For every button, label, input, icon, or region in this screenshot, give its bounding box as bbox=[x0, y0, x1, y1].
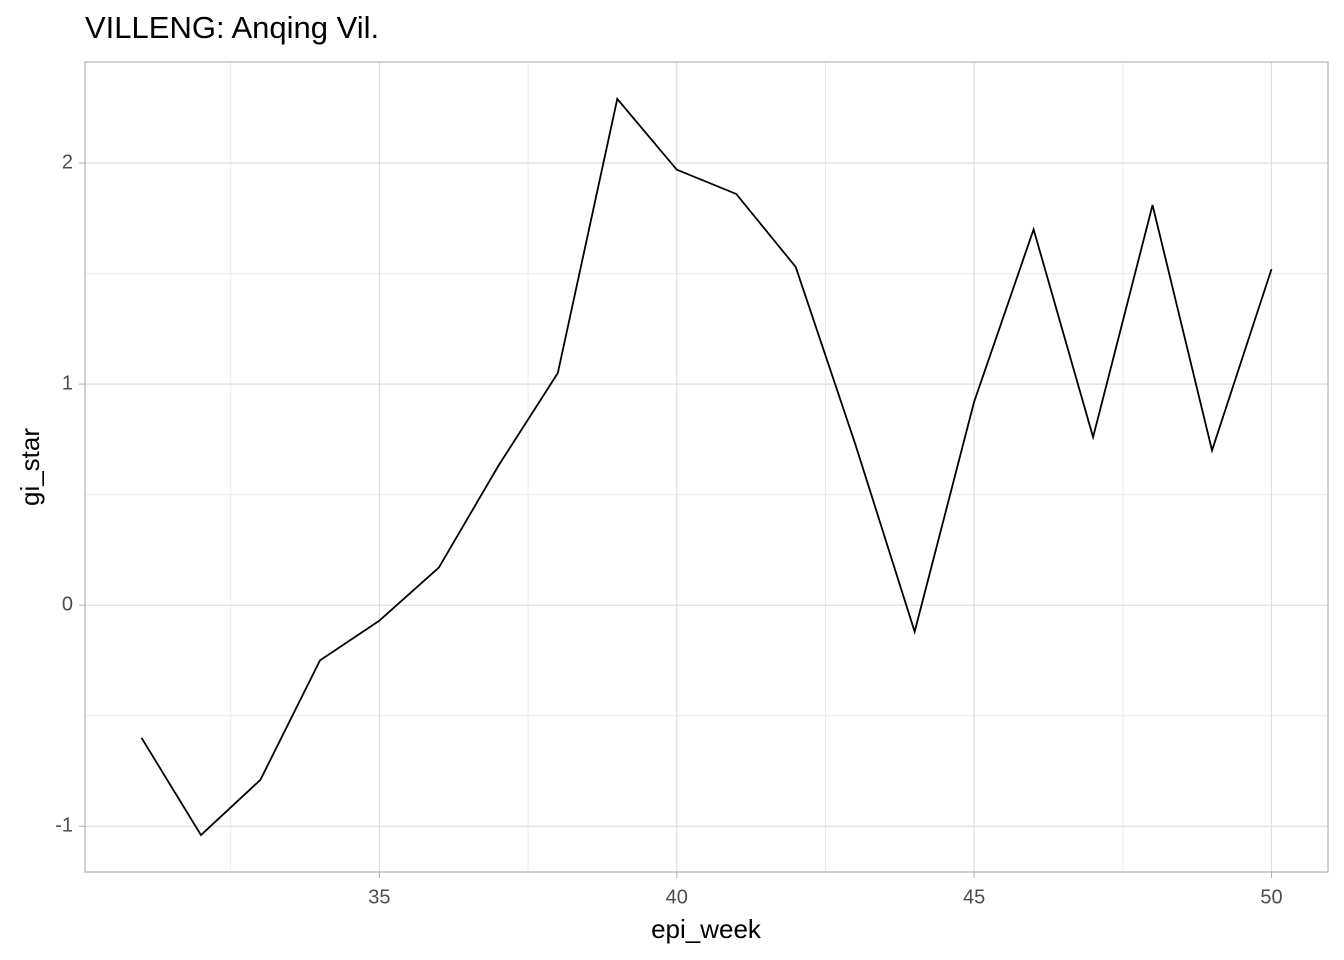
panel-border bbox=[84, 61, 1329, 873]
line bbox=[140, 96, 1273, 837]
x-tick-label: 40 bbox=[666, 886, 688, 908]
y-tick-label: 0 bbox=[62, 593, 73, 615]
x-tick-label: 45 bbox=[963, 886, 985, 908]
chart-title: VILLENG: Anqing Vil. bbox=[85, 10, 379, 45]
y-tick-label: 1 bbox=[62, 372, 73, 394]
x-axis-label: epi_week bbox=[651, 914, 762, 944]
x-tick-label: 35 bbox=[368, 886, 390, 908]
y-axis-label: gi_star bbox=[15, 428, 45, 506]
y-tick-label: -1 bbox=[55, 815, 73, 837]
y-tick-label: 2 bbox=[62, 151, 73, 173]
x-tick-label: 50 bbox=[1260, 886, 1282, 908]
